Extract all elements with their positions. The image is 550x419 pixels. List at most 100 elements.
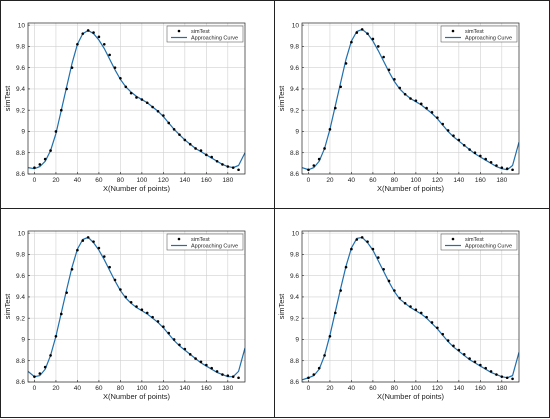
y-tick-label: 8.8 xyxy=(16,358,25,365)
chart-panel-bottom-right: 0 20 40 60 80 100 120 140 160 180 8.6 8.8 9 9.2 9.4 9.6… xyxy=(274,208,550,418)
data-point xyxy=(210,366,213,370)
x-tick-label: 120 xyxy=(432,177,443,184)
data-point xyxy=(323,354,326,357)
data-point xyxy=(484,157,487,161)
y-tick-label: 10 xyxy=(18,22,26,29)
legend-label-approaching-curve: Approaching Curve xyxy=(465,244,512,250)
data-point xyxy=(129,91,133,95)
x-tick-label: 100 xyxy=(410,177,421,184)
data-point xyxy=(194,357,197,360)
data-point xyxy=(489,161,493,164)
data-point xyxy=(113,278,117,282)
x-tick-label: 60 xyxy=(369,177,377,184)
data-point xyxy=(382,267,385,271)
data-point xyxy=(312,373,316,376)
x-tick-label: 140 xyxy=(453,385,464,392)
x-tick-label: 40 xyxy=(348,385,356,392)
axes-box xyxy=(27,22,246,175)
data-point xyxy=(500,375,504,378)
data-point xyxy=(43,365,47,369)
x-tick-label: 80 xyxy=(117,385,125,392)
data-point xyxy=(81,239,85,242)
y-tick-label: 9.8 xyxy=(16,44,25,51)
y-tick-label: 8.6 xyxy=(16,379,25,386)
y-tick-label: 8.8 xyxy=(290,358,299,365)
data-point xyxy=(172,128,176,131)
x-axis-label: X(Number of points) xyxy=(377,392,445,401)
data-point xyxy=(344,62,348,65)
x-tick-label: 80 xyxy=(117,177,125,184)
data-point xyxy=(167,121,171,125)
x-tick-label: 20 xyxy=(52,177,60,184)
data-point xyxy=(188,142,192,146)
y-tick-label: 9.2 xyxy=(16,315,25,322)
data-point xyxy=(355,31,359,34)
legend-marker-simtest xyxy=(177,237,181,241)
data-point xyxy=(511,377,514,381)
y-tick-label: 9.6 xyxy=(16,65,25,72)
y-tick-label: 9.2 xyxy=(290,107,299,114)
data-point xyxy=(49,354,52,357)
data-point xyxy=(221,373,224,376)
data-point xyxy=(108,265,111,269)
data-point xyxy=(65,87,68,91)
data-point xyxy=(49,149,52,152)
x-axis-label: X(Number of points) xyxy=(377,184,445,193)
data-point xyxy=(60,108,63,112)
data-point xyxy=(156,320,160,323)
data-point xyxy=(86,236,90,239)
data-point xyxy=(38,372,42,375)
data-point xyxy=(382,55,385,59)
chart-svg: 0 20 40 60 80 100 120 140 160 180 8.6 8.8 9 9.2 9.4 9.6… xyxy=(277,22,520,193)
data-point xyxy=(140,308,144,311)
y-tick-label: 10 xyxy=(18,230,26,237)
legend-marker-simtest xyxy=(451,237,455,241)
chart-svg: 0 20 40 60 80 100 120 140 160 180 8.6 8.8 9 9.2 9.4 9.6… xyxy=(3,22,246,193)
chart-svg: 0 20 40 60 80 100 120 140 160 180 8.6 8.8 9 9.2 9.4 9.6… xyxy=(277,230,520,401)
data-point xyxy=(183,138,187,142)
legend-label-simtest: simTest xyxy=(465,237,484,243)
y-tick-label: 9.6 xyxy=(290,65,299,72)
data-point xyxy=(92,31,95,34)
data-point xyxy=(344,265,348,269)
legend-label-approaching-curve: Approaching Curve xyxy=(191,244,238,250)
axes-box xyxy=(301,22,520,175)
data-point xyxy=(403,302,407,305)
data-point xyxy=(215,159,219,163)
data-point xyxy=(376,256,380,259)
data-point xyxy=(371,247,375,251)
x-tick-label: 180 xyxy=(222,385,233,392)
data-point xyxy=(350,247,353,251)
data-point xyxy=(350,40,353,44)
data-point xyxy=(441,332,445,336)
data-point xyxy=(371,37,375,41)
chart-panel-bottom-left: 0 20 40 60 80 100 120 140 160 180 8.6 8.8 9 9.2 9.4 9.6… xyxy=(0,208,275,418)
y-tick-label: 9 xyxy=(21,337,25,344)
data-point xyxy=(102,42,106,46)
data-point xyxy=(462,353,466,356)
data-point xyxy=(54,334,58,338)
data-point xyxy=(414,308,418,311)
data-point xyxy=(307,376,310,380)
data-point xyxy=(307,168,310,172)
data-point xyxy=(124,295,128,299)
y-tick-label: 9.2 xyxy=(16,107,25,114)
x-tick-label: 20 xyxy=(52,385,60,392)
data-point xyxy=(199,360,203,364)
x-tick-label: 20 xyxy=(326,177,334,184)
data-point xyxy=(462,143,466,147)
data-point xyxy=(205,363,208,367)
data-point xyxy=(97,246,101,250)
y-tick-label: 9 xyxy=(21,129,25,136)
data-point xyxy=(140,98,144,101)
x-tick-label: 20 xyxy=(326,385,334,392)
data-point xyxy=(81,32,85,35)
data-point xyxy=(500,166,504,169)
x-tick-label: 40 xyxy=(348,177,356,184)
data-point xyxy=(489,370,493,373)
data-point xyxy=(231,166,235,169)
data-point xyxy=(430,321,434,324)
data-point xyxy=(60,312,63,316)
